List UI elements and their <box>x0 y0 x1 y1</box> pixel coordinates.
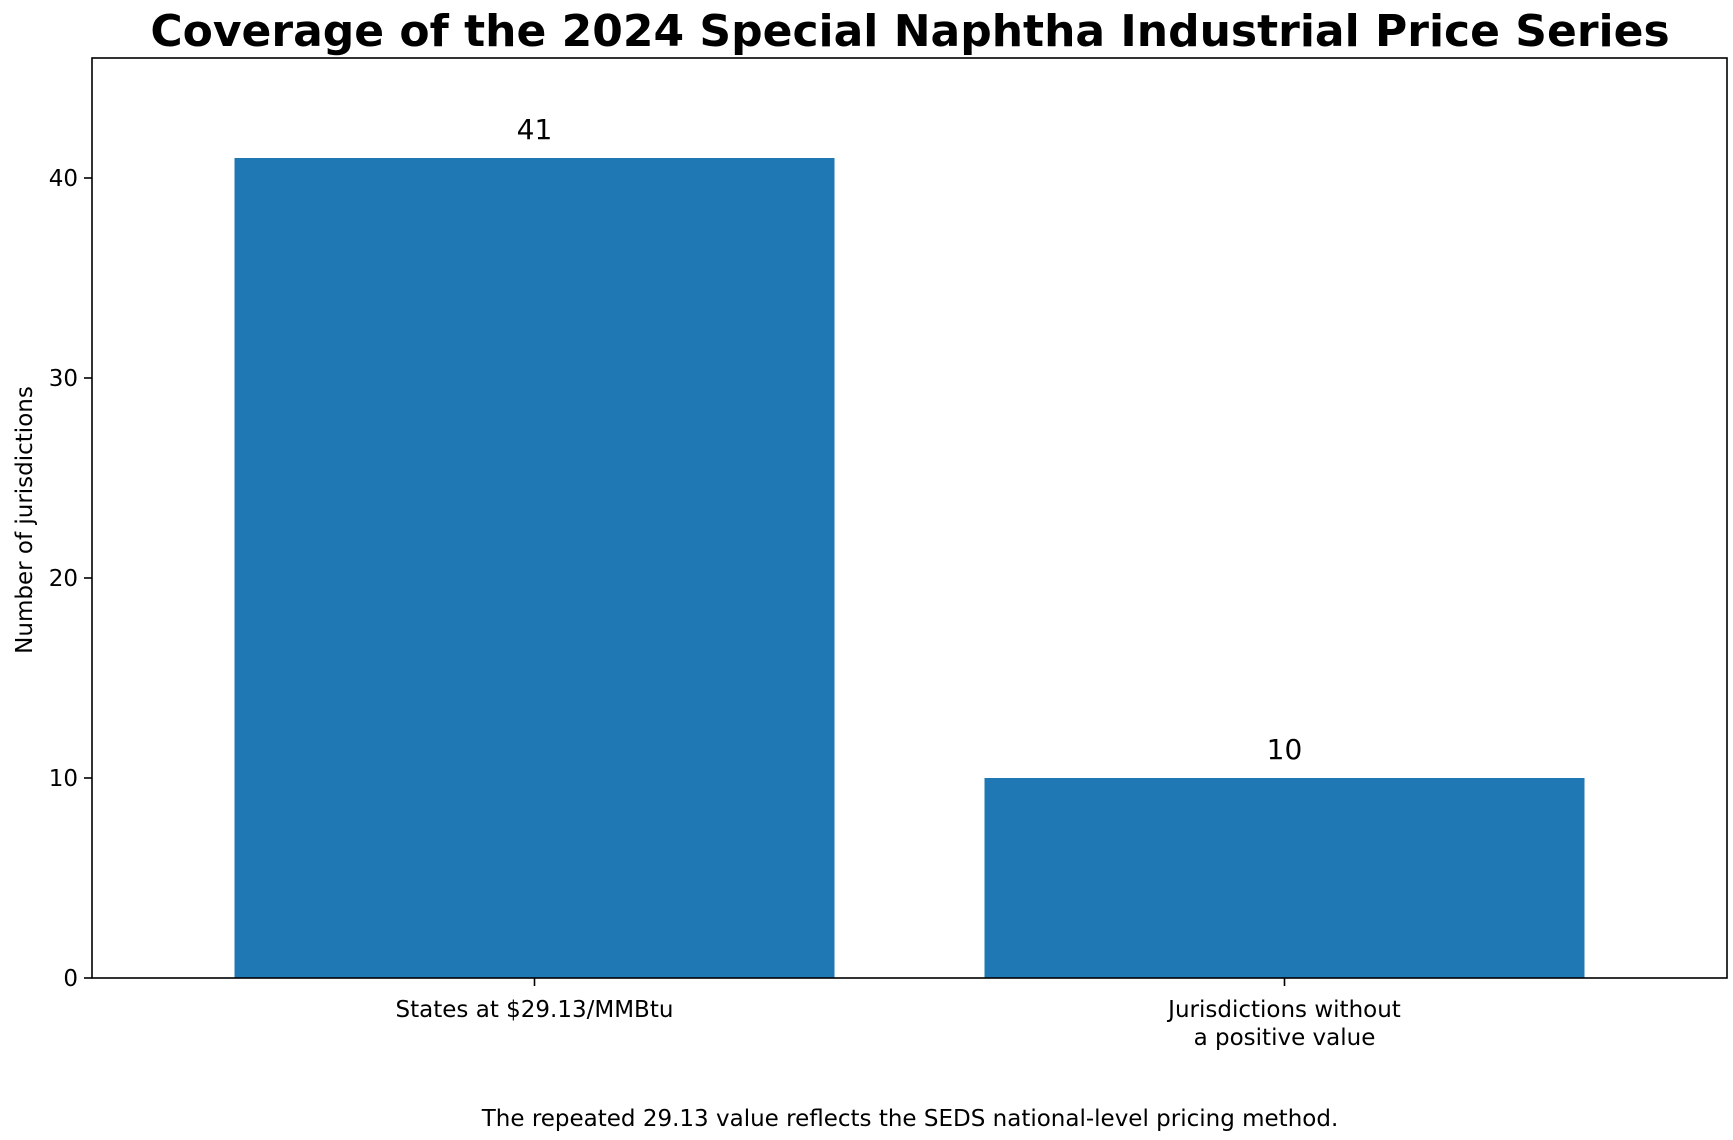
data-labels-layer: 41 10 <box>517 113 1303 766</box>
bar-1 <box>984 778 1585 978</box>
y-tick-label-1: 10 <box>49 766 78 792</box>
x-tick-label-1-line-1: a positive value <box>1194 1025 1376 1051</box>
bar-0 <box>234 158 835 978</box>
axes-layer: 0 10 20 30 40 States at $29.13/MMBtu Jurisdict… <box>49 57 1728 1051</box>
chart-title: Coverage of the 2024 Special Naphtha Ind… <box>150 6 1669 57</box>
data-label-1: 10 <box>1267 733 1303 766</box>
y-tick-label-0: 0 <box>63 966 78 992</box>
y-tick-label-4: 40 <box>49 166 78 192</box>
data-label-0: 41 <box>517 113 553 146</box>
x-tick-label-1-line-0: Jurisdictions without <box>1166 997 1401 1023</box>
bars-layer <box>234 158 1585 978</box>
y-axis-label: Number of jurisdictions <box>12 386 38 654</box>
plot-frame <box>91 57 1728 979</box>
chart-caption: The repeated 29.13 value reflects the SE… <box>481 1106 1339 1132</box>
x-tick-label-0-line-0: States at $29.13/MMBtu <box>396 997 674 1023</box>
y-tick-label-3: 30 <box>49 366 78 392</box>
y-tick-label-2: 20 <box>49 566 78 592</box>
